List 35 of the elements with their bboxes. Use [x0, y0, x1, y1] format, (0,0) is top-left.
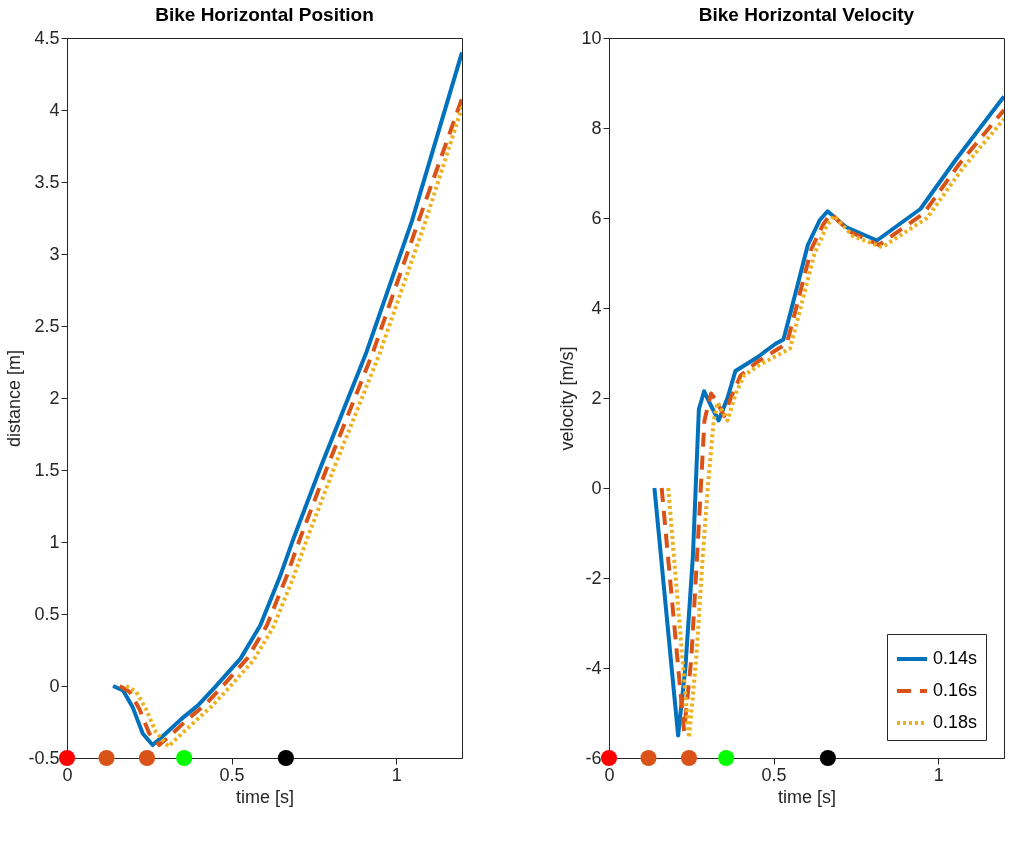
y-tick-label: 6 [591, 207, 602, 228]
x-tick-label: 1 [391, 764, 402, 785]
chart-title: Bike Horizontal Velocity [698, 4, 915, 25]
y-tick-label: -2 [585, 567, 602, 588]
y-axis-title: velocity [m/s] [557, 346, 578, 451]
y-tick-label: 10 [581, 27, 602, 48]
y-tick-label: 3.5 [34, 171, 60, 192]
x-tick-label: 0 [62, 764, 73, 785]
y-tick-label: 1 [49, 531, 60, 552]
y-tick-label: 2.5 [34, 315, 60, 336]
y-tick-label: 3 [49, 243, 60, 264]
x-axis-title: time [s] [235, 786, 295, 807]
y-tick-label: 4.5 [34, 27, 60, 48]
y-tick-label: -0.5 [28, 747, 60, 768]
x-tick-label: 0.5 [219, 764, 245, 785]
y-tick-label: 1.5 [34, 459, 60, 480]
x-tick-label: 0 [604, 764, 615, 785]
legend-label: 0.14s [933, 648, 978, 668]
legend-label: 0.16s [933, 680, 978, 700]
y-tick-label: 0 [591, 477, 602, 498]
y-tick-label: 4 [49, 99, 60, 120]
y-tick-label: 2 [591, 387, 602, 408]
legend-label: 0.18s [933, 712, 978, 732]
y-tick-label: 8 [591, 117, 602, 138]
y-tick-label: -4 [585, 657, 602, 678]
x-tick-label: 0.5 [761, 764, 787, 785]
y-axis-title: distance [m] [4, 349, 25, 448]
y-tick-label: 0 [49, 675, 60, 696]
x-axis-title: time [s] [777, 786, 837, 807]
x-tick-label: 1 [933, 764, 944, 785]
y-tick-label: 0.5 [34, 603, 60, 624]
y-tick-label: -6 [585, 747, 602, 768]
y-tick-label: 4 [591, 297, 602, 318]
chart-title: Bike Horizontal Position [155, 4, 374, 25]
y-tick-label: 2 [49, 387, 60, 408]
